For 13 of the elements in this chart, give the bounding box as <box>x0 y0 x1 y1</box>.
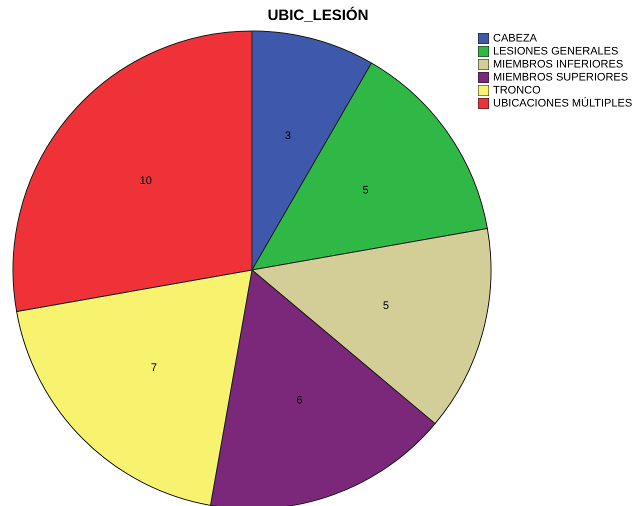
legend-label: TRONCO <box>493 84 542 96</box>
data-label: 3 <box>284 130 291 142</box>
data-label: 5 <box>382 300 389 312</box>
legend-label: MIEMBROS SUPERIORES <box>493 72 628 84</box>
legend-label: CABEZA <box>493 32 538 44</box>
data-label: 7 <box>150 362 158 374</box>
data-label: 5 <box>362 184 369 196</box>
chart-title: UBIC_LESIÓN <box>268 6 368 24</box>
data-label: 6 <box>296 394 302 406</box>
data-label: 10 <box>140 174 152 187</box>
legend-label: LESIONES GENERALES <box>493 46 618 58</box>
legend-label: MIEMBROS INFERIORES <box>493 58 624 70</box>
legend-label: UBICACIONES MÚLTIPLES <box>493 96 632 110</box>
